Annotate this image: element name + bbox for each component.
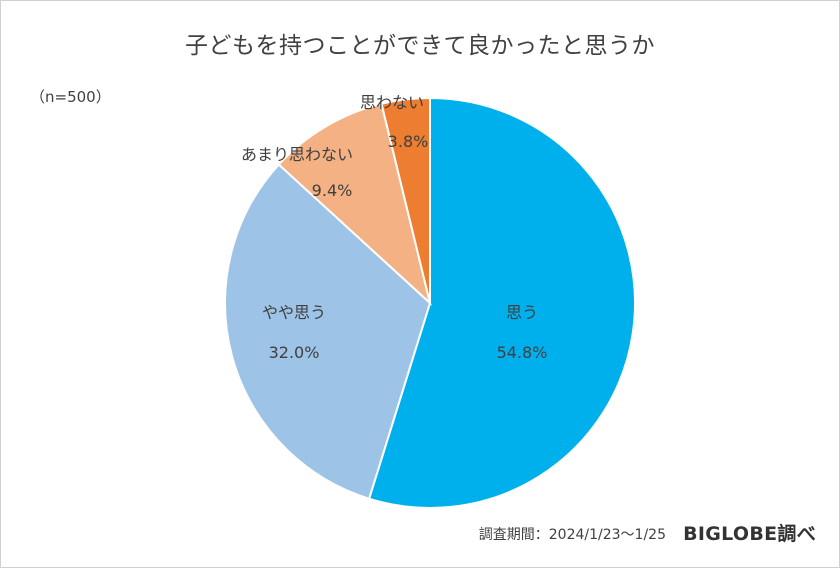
pie-slice-2 <box>277 102 432 306</box>
sample-size-note: （n=500） <box>30 88 111 106</box>
survey-period: 調査期間：2024/1/23～1/25 <box>478 527 666 543</box>
slice-category-label-3: 思わない <box>360 93 424 112</box>
pie-slice-1 <box>224 163 432 501</box>
pie-slice-3 <box>380 96 431 304</box>
brand-credit: BIGLOBE調べ <box>683 523 816 545</box>
slice-value-label-1: 32.0% <box>269 343 320 362</box>
pie-slices <box>224 96 636 509</box>
pie-slice-0 <box>367 96 636 509</box>
slice-value-label-3: 3.8% <box>388 132 429 151</box>
slice-category-label-0: 思う <box>506 303 538 322</box>
slice-category-label-2: あまり思わない <box>241 145 353 164</box>
slice-value-label-2: 9.4% <box>312 181 353 200</box>
slice-category-label-1: やや思う <box>262 303 326 322</box>
slice-value-label-0: 54.8% <box>497 343 548 362</box>
chart-title: 子どもを持つことができて良かったと思うか <box>185 33 655 59</box>
pie-labels: 思う 54.8% やや思う 32.0% あまり思わない 9.4% 思わない 3.8% <box>241 93 547 362</box>
